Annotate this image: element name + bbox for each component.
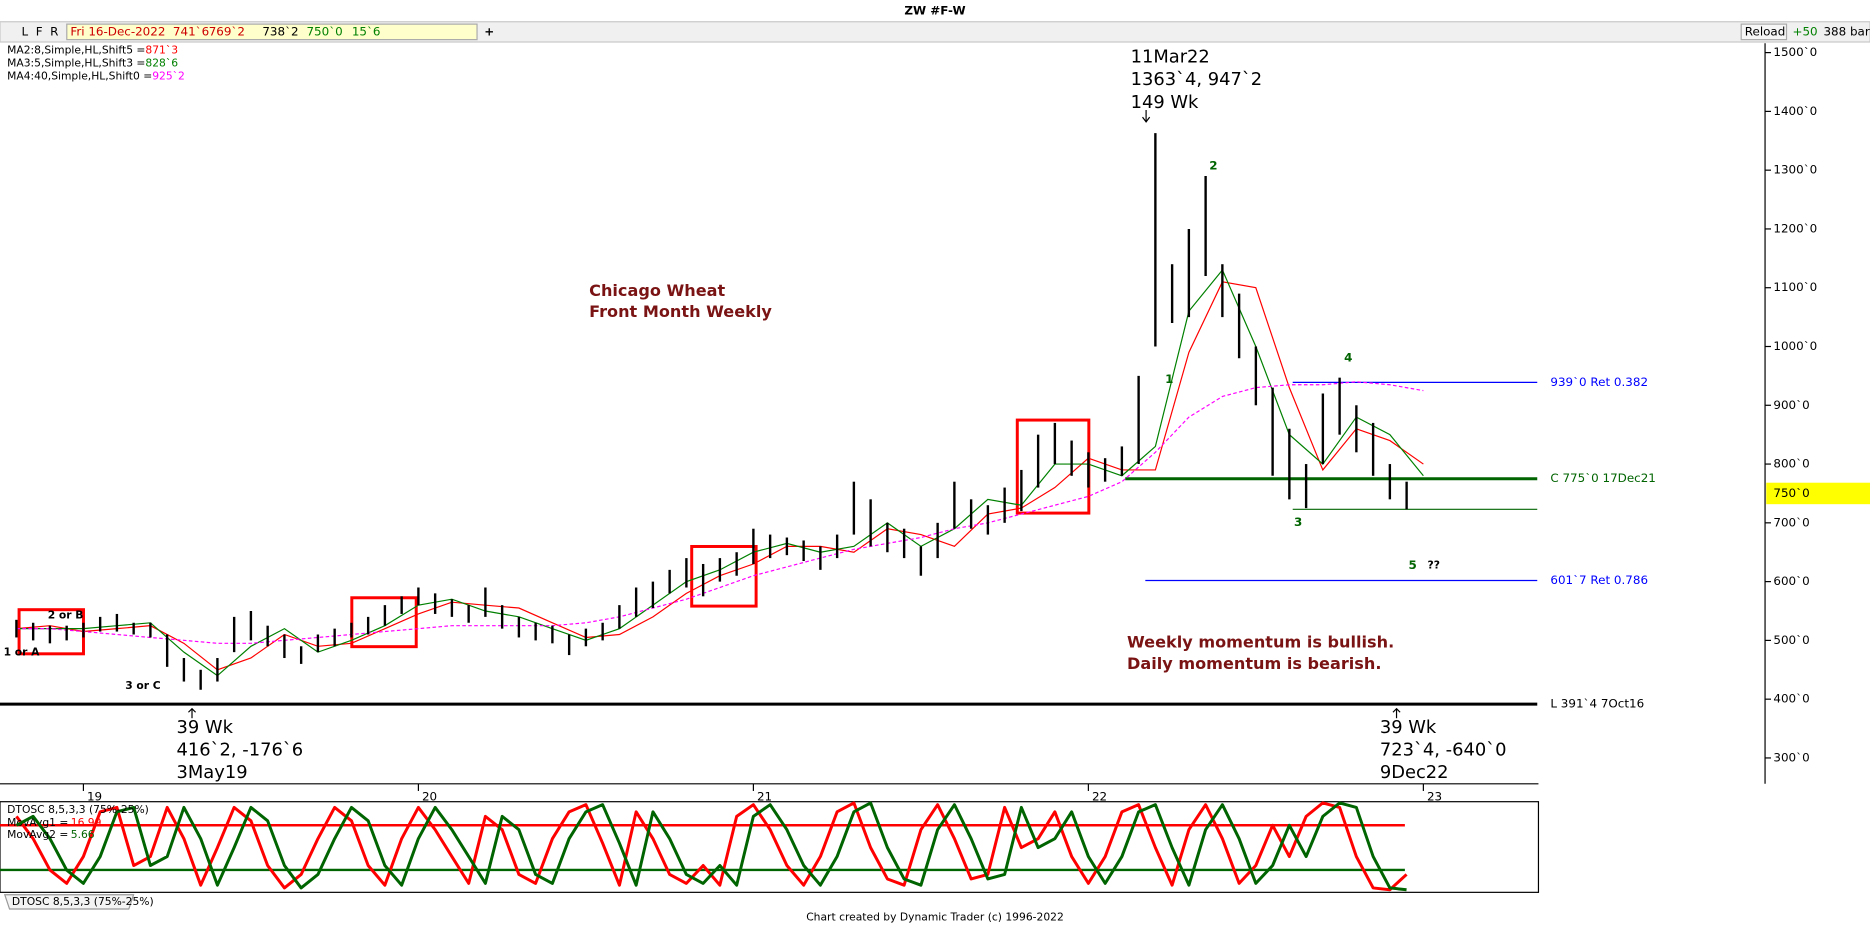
quote-field [66, 23, 478, 41]
quote-field-value: 15`6 [352, 24, 381, 38]
tab[interactable] [3, 894, 135, 910]
wave-label: 1 [1165, 372, 1173, 386]
arrow-head [1392, 707, 1401, 713]
oscillator-panel [0, 801, 1540, 893]
note: Weekly momentum is bullish. [1127, 633, 1394, 652]
legend-name: MA4:40,Simple,HL,Shift0 = [7, 70, 152, 83]
quote-field-value: 738`2 [262, 24, 298, 38]
reload-label[interactable]: Reload [1745, 24, 1786, 38]
x-tick-label: 23 [1427, 789, 1442, 803]
last-price-label: 750`0 [1773, 486, 1809, 500]
oscillator-title: DTOSC 8,5,3,3 (75%-25%) [7, 803, 149, 816]
toolbar-button[interactable]: L [21, 24, 28, 38]
wave-label: 5 [1408, 558, 1416, 572]
annotation: 1363`4, 947`2 [1131, 69, 1263, 90]
legend-entry: MA2:8,Simple,HL,Shift5 =871`3 [7, 43, 178, 56]
note: Daily momentum is bearish. [1127, 654, 1381, 673]
y-tick-label: 1100`0 [1773, 280, 1817, 294]
quote-field-value: 750`0 [306, 24, 342, 38]
annotation: 149 Wk [1131, 92, 1199, 113]
quote-field-value: 769`2 [209, 24, 245, 38]
legend-value: 828`6 [145, 56, 178, 69]
legend-entry: MA4:40,Simple,HL,Shift0 =925`2 [7, 70, 185, 83]
arrow-head [1142, 116, 1151, 123]
arrow-head [188, 707, 197, 713]
highlight-box [690, 544, 758, 608]
y-tick-label: 900`0 [1773, 398, 1809, 412]
wave-label: 3 [1294, 515, 1302, 529]
legend-value: 5.66 [71, 828, 95, 841]
footer: Chart created by Dynamic Trader (c) 1996… [806, 910, 1064, 923]
y-tick-label: 300`0 [1773, 750, 1809, 764]
wave-label: 2 or B [48, 609, 84, 622]
y-tick-label: 800`0 [1773, 457, 1809, 471]
plus-label: +50 [1792, 24, 1817, 38]
y-tick-label: 1300`0 [1773, 163, 1817, 177]
x-tick-label: 19 [87, 789, 102, 803]
reference-label: 601`7 Ret 0.786 [1550, 573, 1648, 587]
oscillator-line [15, 801, 1407, 892]
legend-value: 871`3 [145, 43, 178, 56]
oscillator-legend: MovAvg2 = 5.66 [7, 828, 95, 841]
last-price-tag [1766, 482, 1870, 505]
annotation: 11Mar22 [1131, 47, 1210, 68]
y-tick-label: 600`0 [1773, 574, 1809, 588]
window-title: ZW #F-W [904, 4, 965, 18]
legend-value: 16.99 [71, 816, 102, 829]
reference-label: C 775`0 17Dec21 [1550, 471, 1655, 485]
annotation: 3May19 [177, 762, 248, 783]
y-tick-label: 700`0 [1773, 515, 1809, 529]
x-tick-label: 21 [757, 789, 772, 803]
highlight-box [350, 596, 418, 649]
legend-value: 925`2 [152, 70, 185, 83]
y-tick-label: 1500`0 [1773, 45, 1817, 59]
toolbar-button[interactable]: R [50, 24, 58, 38]
moving-average [16, 381, 1424, 644]
quote-field-value: Fri 16-Dec-2022 [70, 24, 165, 38]
reload-button[interactable] [1740, 23, 1788, 41]
legend-name: MA3:5,Simple,HL,Shift3 = [7, 56, 145, 69]
note: Chicago Wheat [589, 281, 725, 300]
wave-label: 1 or A [4, 646, 41, 659]
x-tick-label: 22 [1092, 789, 1107, 803]
annotation: 416`2, -176`6 [177, 739, 304, 760]
x-tick-label: 20 [422, 789, 437, 803]
note: Front Month Weekly [589, 302, 772, 321]
bars-count: 388 bars [1823, 24, 1870, 38]
legend-entry: MA3:5,Simple,HL,Shift3 =828`6 [7, 56, 178, 69]
title-bar [0, 0, 1870, 22]
add-button[interactable]: + [484, 24, 494, 38]
wave-label: 3 or C [125, 679, 161, 692]
annotation: 39 Wk [1380, 717, 1437, 738]
reference-label: 939`0 Ret 0.382 [1550, 375, 1648, 389]
wave-label: ?? [1428, 559, 1440, 572]
y-tick-label: 400`0 [1773, 692, 1809, 706]
annotation: 9Dec22 [1380, 762, 1449, 783]
legend-name: MA2:8,Simple,HL,Shift5 = [7, 43, 145, 56]
reference-label: L 391`4 7Oct16 [1550, 697, 1644, 711]
y-tick-label: 500`0 [1773, 633, 1809, 647]
wave-label: 4 [1344, 351, 1352, 365]
wave-label: 2 [1209, 159, 1217, 173]
y-tick-label: 1400`0 [1773, 104, 1817, 118]
annotation: 723`4, -640`0 [1380, 739, 1507, 760]
quote-field-value: 741`6 [173, 24, 209, 38]
legend-name: MovAvg2 = [7, 828, 68, 841]
toolbar-button[interactable]: F [36, 24, 43, 38]
tab-label[interactable]: DTOSC 8,5,3,3 (75%-25%) [12, 895, 154, 908]
y-tick-label: 1200`0 [1773, 221, 1817, 235]
annotation: 39 Wk [177, 717, 234, 738]
y-tick-label: 1000`0 [1773, 339, 1817, 353]
